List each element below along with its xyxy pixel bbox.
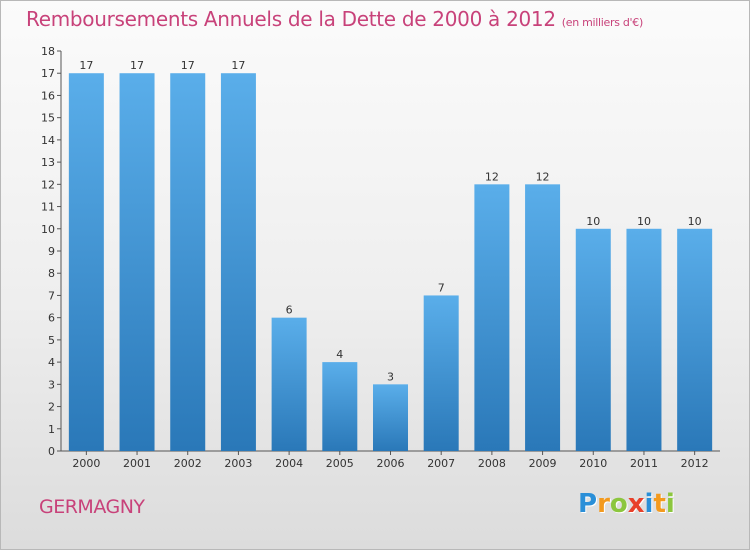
logo-letter: i xyxy=(644,489,654,519)
y-tick-label: 13 xyxy=(41,156,55,169)
x-tick-label-2002: 2002 xyxy=(174,457,202,470)
y-tick-label: 4 xyxy=(48,356,55,369)
bar-2010 xyxy=(575,228,611,451)
bar-2005 xyxy=(322,362,358,451)
x-tick-label-2000: 2000 xyxy=(72,457,100,470)
value-label-2001: 17 xyxy=(130,59,144,72)
y-tick-label: 12 xyxy=(41,178,55,191)
x-tick-label-2006: 2006 xyxy=(377,457,405,470)
x-tick-label-2005: 2005 xyxy=(326,457,354,470)
value-label-2004: 6 xyxy=(286,304,293,317)
x-tick-label-2011: 2011 xyxy=(630,457,658,470)
x-tick-label-2008: 2008 xyxy=(478,457,506,470)
x-tick-label-2004: 2004 xyxy=(275,457,303,470)
bar-2001 xyxy=(119,73,155,451)
proxiti-logo: Proxiti xyxy=(578,489,675,519)
value-label-2008: 12 xyxy=(485,170,499,183)
x-tick-label-2003: 2003 xyxy=(224,457,252,470)
logo-letter: o xyxy=(609,489,628,519)
bar-2000 xyxy=(68,73,104,451)
y-tick-label: 3 xyxy=(48,378,55,391)
logo-letter: x xyxy=(627,489,645,519)
value-label-2003: 17 xyxy=(231,59,245,72)
y-tick-label: 16 xyxy=(41,89,55,102)
value-label-2010: 10 xyxy=(586,215,600,228)
chart-subtitle: (en milliers d'€) xyxy=(561,16,643,29)
value-label-2005: 4 xyxy=(336,348,343,361)
x-tick-label-2012: 2012 xyxy=(681,457,709,470)
chart-title: Remboursements Annuels de la Dette de 20… xyxy=(26,7,643,31)
bar-2012 xyxy=(677,228,713,451)
y-tick-label: 8 xyxy=(48,267,55,280)
y-tick-label: 5 xyxy=(48,334,55,347)
y-tick-label: 2 xyxy=(48,401,55,414)
value-label-2002: 17 xyxy=(181,59,195,72)
bar-2009 xyxy=(525,184,561,452)
bar-2006 xyxy=(373,384,408,451)
y-tick-label: 10 xyxy=(41,223,55,236)
y-tick-label: 6 xyxy=(48,312,55,325)
logo-letter: r xyxy=(597,489,610,519)
x-tick-label-2010: 2010 xyxy=(579,457,607,470)
y-tick-label: 11 xyxy=(41,201,55,214)
y-tick-label: 1 xyxy=(48,423,55,436)
y-tick-label: 17 xyxy=(41,67,55,80)
commune-name: GERMAGNY xyxy=(39,496,145,518)
x-tick-label-2009: 2009 xyxy=(529,457,557,470)
value-label-2011: 10 xyxy=(637,215,651,228)
logo-letter: i xyxy=(665,489,675,519)
logo-letter: P xyxy=(578,489,598,519)
value-label-2007: 7 xyxy=(438,281,445,294)
y-tick-label: 15 xyxy=(41,112,55,125)
chart-title-text: Remboursements Annuels de la Dette de 20… xyxy=(26,7,556,31)
y-tick-label: 7 xyxy=(48,289,55,302)
bar-2011 xyxy=(626,228,662,451)
bar-2004 xyxy=(271,317,307,451)
bar-2008 xyxy=(474,184,510,452)
y-tick-label: 0 xyxy=(48,445,55,458)
bar-2002 xyxy=(170,73,206,451)
value-label-2009: 12 xyxy=(536,170,550,183)
value-label-2000: 17 xyxy=(79,59,93,72)
bar-2007 xyxy=(423,295,459,451)
x-tick-label-2001: 2001 xyxy=(123,457,151,470)
y-tick-label: 18 xyxy=(41,45,55,58)
y-tick-label: 14 xyxy=(41,134,55,147)
bar-2003 xyxy=(220,73,256,451)
value-label-2006: 3 xyxy=(387,370,394,383)
value-label-2012: 10 xyxy=(688,215,702,228)
y-tick-label: 9 xyxy=(48,245,55,258)
logo-letter: t xyxy=(653,489,666,519)
x-tick-label-2007: 2007 xyxy=(427,457,455,470)
